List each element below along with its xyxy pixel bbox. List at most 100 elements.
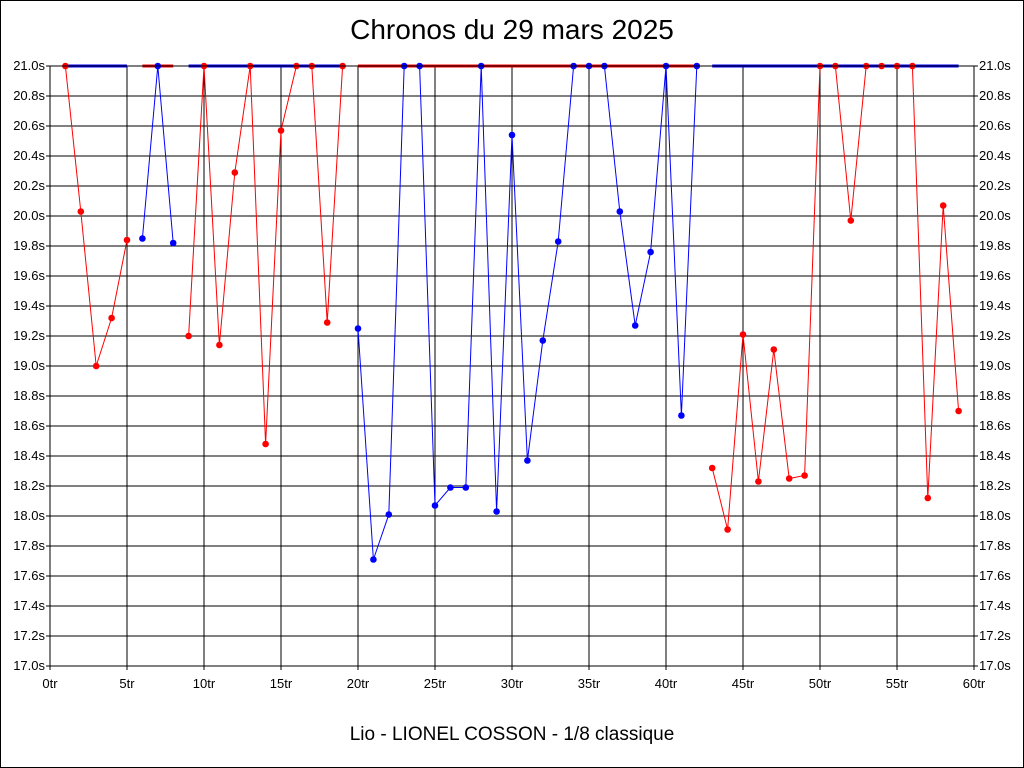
plot-border [49,65,975,667]
x-tick-label: 45tr [732,676,755,691]
data-point [385,511,393,518]
data-point [123,236,131,244]
y-tick-label-right: 20.0s [979,208,1011,223]
y-tick-label-right: 19.2s [979,328,1011,343]
y-tick-label-left: 18.6s [13,418,45,433]
data-point [370,556,377,563]
data-point [739,331,747,338]
data-point [185,332,192,340]
y-tick-label-left: 17.6s [13,568,45,583]
y-tick-label-right: 20.8s [979,88,1011,103]
y-tick-label-left: 17.0s [13,658,45,673]
data-point [647,248,654,256]
y-tick-label-right: 19.0s [979,358,1011,373]
data-point [616,208,624,215]
data-point [508,131,516,139]
data-point [770,346,778,353]
y-tick-label-right: 17.6s [979,568,1011,583]
grid [49,65,975,667]
data-point [262,440,269,448]
x-tick-label: 15tr [270,676,293,691]
data-point [277,127,285,134]
data-point [955,407,962,415]
y-tick-label-left: 17.2s [13,628,45,643]
x-tick-label: 0tr [42,676,58,691]
y-tick-label-right: 18.8s [979,388,1011,403]
y-tick-label-right: 18.0s [979,508,1011,523]
y-tick-label-left: 17.8s [13,538,45,553]
data-point [77,208,85,215]
y-tick-label-right: 20.4s [979,148,1011,163]
y-tick-label-left: 18.0s [13,508,45,523]
x-tick-label: 35tr [578,676,601,691]
data-point [847,217,855,224]
y-tick-label-left: 20.2s [13,178,45,193]
series-line-4 [357,65,698,560]
data-point [631,322,639,329]
y-tick-label-right: 17.2s [979,628,1011,643]
tick-labels: 17.0s 17.0s 17.2s 17.2s 17.4s 17.4s 17.6s 17.6s… [13,58,1011,691]
x-tick-label: 55tr [886,676,909,691]
x-tick-label: 10tr [193,676,216,691]
y-tick-label-left: 20.8s [13,88,45,103]
data-point [724,526,731,533]
series-line-3 [188,65,344,445]
y-tick-label-right: 18.4s [979,448,1011,463]
y-tick-label-right: 20.6s [979,118,1011,133]
series-line-5 [711,65,960,530]
y-tick-label-left: 18.2s [13,478,45,493]
data-point [801,472,808,479]
axes [46,65,978,670]
y-tick-label-right: 21.0s [979,58,1011,73]
data-point [524,457,531,464]
y-tick-label-left: 21.0s [13,58,45,73]
data-point [92,362,100,370]
x-tick-label: 20tr [347,676,370,691]
data-point [493,508,500,515]
data-point [939,202,947,209]
y-tick-label-right: 19.6s [979,268,1011,283]
data-point [108,314,115,322]
chart-subtitle: Lio - LIONEL COSSON - 1/8 classique [349,724,675,745]
y-tick-label-left: 19.6s [13,268,45,283]
data-point [231,169,239,176]
data-point [708,464,716,472]
y-tick-label-left: 18.4s [13,448,45,463]
data-point [447,484,454,491]
y-tick-label-right: 18.6s [979,418,1011,433]
data-point [462,484,470,491]
y-tick-label-left: 20.6s [13,118,45,133]
y-tick-label-left: 17.4s [13,598,45,613]
data-point [755,478,762,485]
data-point [354,325,362,332]
y-tick-label-right: 19.8s [979,238,1011,253]
data-point [785,475,793,482]
data-point [169,239,177,247]
x-tick-label: 50tr [809,676,832,691]
y-tick-label-right: 20.2s [979,178,1011,193]
data-point [431,502,439,509]
y-tick-label-left: 19.8s [13,238,45,253]
data-point [539,337,547,344]
data-point [216,341,223,349]
data-point [554,238,562,245]
data-point [924,494,932,502]
data-point [323,319,331,326]
y-tick-label-right: 18.2s [979,478,1011,493]
y-tick-label-right: 17.0s [979,658,1011,673]
y-tick-label-right: 17.8s [979,538,1011,553]
data-point [139,235,146,242]
x-tick-label: 40tr [655,676,678,691]
y-tick-label-left: 20.0s [13,208,45,223]
y-tick-label-right: 19.4s [979,298,1011,313]
y-tick-label-left: 19.0s [13,358,45,373]
y-tick-label-left: 19.4s [13,298,45,313]
chart-title: Chronos du 29 mars 2025 [350,14,674,45]
x-tick-label: 5tr [119,676,135,691]
data-point [678,412,685,419]
x-tick-label: 25tr [424,676,447,691]
y-tick-label-left: 20.4s [13,148,45,163]
y-tick-label-left: 18.8s [13,388,45,403]
x-tick-label: 30tr [501,676,524,691]
